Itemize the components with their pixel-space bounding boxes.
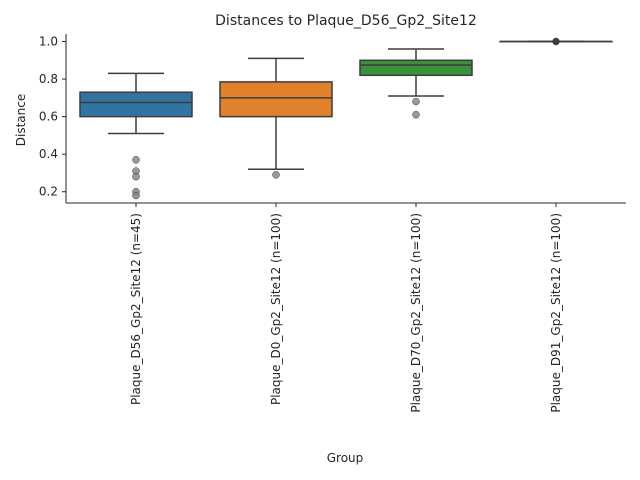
outlier-point bbox=[412, 97, 420, 106]
y-axis-title: Distance bbox=[14, 94, 28, 146]
y-tick-label: 0.8 bbox=[39, 72, 58, 86]
outlier-point bbox=[552, 37, 560, 46]
outlier-point bbox=[132, 156, 140, 164]
y-tick-label: 1.0 bbox=[39, 35, 58, 49]
y-tick-label: 0.2 bbox=[39, 185, 58, 199]
x-tick-label: Plaque_D70_Gp2_Site12 (n=100) bbox=[409, 213, 423, 413]
outlier-point bbox=[412, 110, 420, 119]
x-tick-label: Plaque_D56_Gp2_Site12 (n=45) bbox=[129, 213, 143, 405]
x-tick-label: Plaque_D0_Gp2_Site12 (n=100) bbox=[269, 213, 283, 405]
y-tick-label: 0.4 bbox=[39, 147, 58, 161]
outlier-point bbox=[132, 191, 140, 200]
box bbox=[79, 91, 193, 118]
y-tick-label: 0.6 bbox=[39, 110, 58, 124]
box bbox=[219, 81, 333, 118]
plot-area: 0.2 0.4 0.6 0.8 1.0 Plaque_D56_Gp2_Site12 (n=… bbox=[39, 34, 626, 413]
chart-title: Distances to Plaque_D56_Gp2_Site12 bbox=[215, 13, 477, 29]
outlier-point bbox=[132, 172, 140, 181]
box bbox=[359, 59, 473, 77]
x-tick-label: Plaque_D91_Gp2_Site12 (n=100) bbox=[549, 213, 563, 413]
outlier-point bbox=[272, 171, 280, 179]
x-axis-title: Group bbox=[327, 451, 364, 465]
